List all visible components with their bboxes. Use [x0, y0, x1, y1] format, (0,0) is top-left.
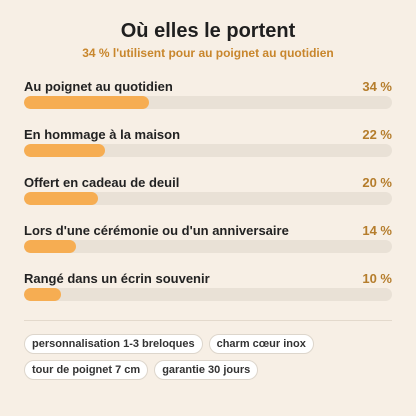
bar: [24, 288, 61, 301]
tag-list: personnalisation 1-3 breloques charm cœur…: [24, 334, 392, 380]
bar-track: [24, 192, 392, 205]
category-label: Rangé dans un écrin souvenir: [24, 271, 210, 286]
bar-track: [24, 144, 392, 157]
separator: [24, 320, 392, 321]
bar: [24, 144, 105, 157]
bar: [24, 192, 98, 205]
tag-chip: garantie 30 jours: [154, 360, 259, 380]
bar: [24, 96, 150, 109]
category-label: Lors d'une cérémonie ou d'un anniversair…: [24, 223, 289, 238]
bar-track: [24, 96, 392, 109]
bar-row: Offert en cadeau de deuil 20 %: [24, 175, 392, 215]
bar-row: Rangé dans un écrin souvenir 10 %: [24, 271, 392, 311]
category-label: Au poignet au quotidien: [24, 79, 173, 94]
value-label: 34 %: [362, 79, 392, 94]
value-label: 14 %: [362, 223, 392, 238]
value-label: 20 %: [362, 175, 392, 190]
tag-chip: charm cœur inox: [208, 334, 314, 354]
tag-chip: personnalisation 1-3 breloques: [24, 334, 203, 354]
category-label: En hommage à la maison: [24, 127, 181, 142]
chart-subtitle: 34 % l'utilisent pour au poignet au quot…: [82, 46, 334, 60]
bar-row: Lors d'une cérémonie ou d'un anniversair…: [24, 223, 392, 263]
tag-chip: tour de poignet 7 cm: [24, 360, 149, 380]
bar: [24, 240, 76, 253]
chart-title: Où elles le portent: [120, 20, 296, 42]
bar-row: En hommage à la maison 22 %: [24, 127, 392, 167]
bar-track: [24, 288, 392, 301]
category-label: Offert en cadeau de deuil: [24, 175, 180, 190]
value-label: 10 %: [362, 271, 392, 286]
bar-track: [24, 240, 392, 253]
bar-row: Au poignet au quotidien 34 %: [24, 79, 392, 119]
value-label: 22 %: [362, 127, 392, 142]
